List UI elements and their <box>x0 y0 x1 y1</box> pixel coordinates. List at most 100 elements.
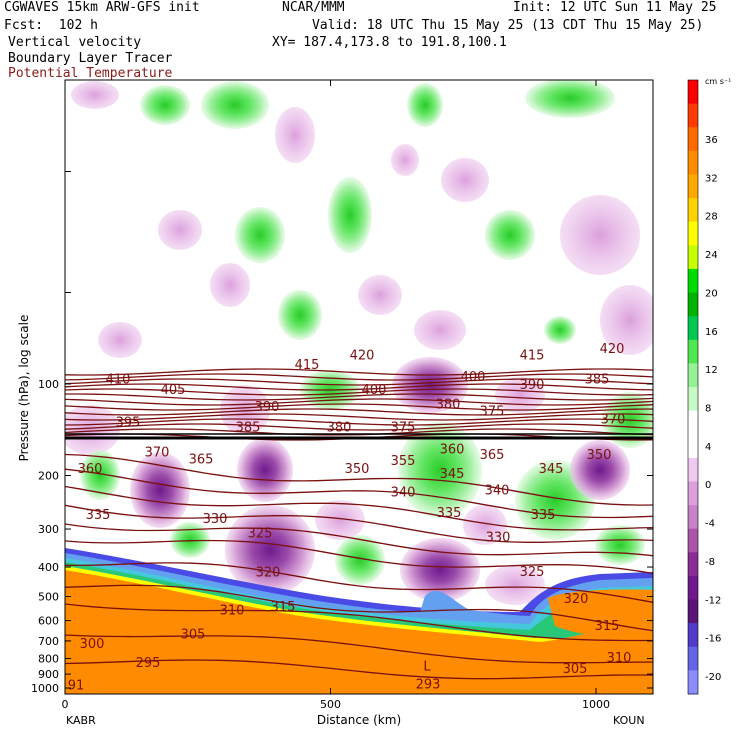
theta-contour <box>65 659 653 680</box>
colorbar-swatch <box>688 387 698 412</box>
colorbar: 36 32 28 24 20 16 12 8 4 0 -4 -8 -12 -16 -20 <box>687 79 721 695</box>
potential-temperature-contours <box>65 368 653 680</box>
y-tick-label: 600 <box>38 615 59 628</box>
y-axis-label: Pressure (hPa), log scale <box>17 315 31 462</box>
theta-label: 310 <box>220 603 245 618</box>
theta-label: 315 <box>595 619 620 634</box>
theta-label: 300 <box>80 637 105 652</box>
y-tick-label: 200 <box>38 470 59 483</box>
theta-label: 293 <box>416 678 441 693</box>
plot-area: 420 415 415 420 410 405 400 400 390 390 385 380 375 3… <box>65 80 653 694</box>
theta-label: 420 <box>600 342 625 357</box>
colorbar-swatch <box>688 575 698 601</box>
colorbar-swatch <box>688 150 698 175</box>
theta-label-layer: 420 415 415 420 410 405 400 400 390 390 385 380 375 3… <box>68 342 632 694</box>
colorbar-tick-label: 32 <box>705 173 718 184</box>
theta-label: 320 <box>256 566 281 581</box>
init-time: Init: 12 UTC Sun 11 May 25 <box>513 0 717 15</box>
theta-contour <box>65 584 653 632</box>
colorbar-tick-label: -12 <box>705 595 721 606</box>
theta-contour <box>65 634 653 664</box>
endpoint-left: KABR <box>66 714 96 727</box>
theta-contour <box>65 468 653 519</box>
theta-label: 365 <box>480 448 505 463</box>
theta-label: 390 <box>255 400 280 415</box>
theta-label: 335 <box>531 508 556 523</box>
colorbar-swatch <box>688 221 698 246</box>
field-vertical-velocity: Vertical velocity <box>8 35 142 50</box>
colorbar-swatch <box>688 457 698 482</box>
theta-label: 315 <box>271 600 296 615</box>
colorbar-swatch <box>688 623 698 648</box>
colorbar-swatch <box>688 316 698 341</box>
annotation-label: 91 <box>68 679 85 694</box>
colorbar-tick-label: 4 <box>705 442 711 453</box>
vertical-velocity-field <box>65 80 653 605</box>
y-tick-label: 800 <box>38 653 59 666</box>
theta-label: 305 <box>181 628 206 643</box>
theta-contour <box>65 453 653 506</box>
theta-label: 385 <box>585 373 610 388</box>
plot-frame <box>64 79 654 695</box>
y-tick-label: 100 <box>38 378 59 391</box>
theta-label: 400 <box>461 370 486 385</box>
colorbar-swatch <box>688 80 698 105</box>
theta-label: 335 <box>437 506 462 521</box>
theta-label: 370 <box>145 446 170 461</box>
y-tick-label: 300 <box>38 523 59 536</box>
colorbar-swatch <box>688 505 698 530</box>
colorbar-tick-label: -16 <box>705 634 721 645</box>
theta-contour <box>65 408 653 416</box>
colorbar-tick-label: -8 <box>705 557 715 568</box>
colorbar-swatch <box>688 646 698 671</box>
theta-label: 380 <box>436 398 461 413</box>
theta-contour <box>65 485 653 531</box>
theta-label: 345 <box>539 462 564 477</box>
colorbar-swatch <box>688 339 698 364</box>
theta-contour <box>65 423 653 431</box>
theta-contour <box>65 603 653 642</box>
colorbar-swatch <box>688 245 698 270</box>
theta-contour <box>65 373 653 381</box>
colorbar-swatch <box>688 363 698 388</box>
colorbar-swatch <box>688 292 698 317</box>
colorbar-tick-label: 8 <box>705 404 711 415</box>
theta-contour <box>65 413 653 421</box>
endpoint-right: KOUN <box>613 714 645 727</box>
colorbar-swatch <box>688 434 698 459</box>
x-tick-label: 0 <box>62 698 69 711</box>
theta-label: 345 <box>440 467 465 482</box>
valid-time: Valid: 18 UTC Thu 15 May 25 (13 CDT Thu … <box>312 18 704 33</box>
colorbar-tick-label: 24 <box>705 250 718 261</box>
x-tick-label: 500 <box>320 698 341 711</box>
annotation-label: L <box>423 659 431 674</box>
theta-label: 355 <box>391 454 416 469</box>
colorbar-swatch <box>688 174 698 199</box>
colorbar-swatch <box>688 410 698 435</box>
y-tick-label: 1000 <box>31 682 59 695</box>
theta-label: 415 <box>295 358 320 373</box>
theta-contour <box>65 403 653 411</box>
colorbar-swatch <box>688 103 698 128</box>
y-tick-label: 700 <box>38 635 59 648</box>
colorbar-unit: cm s⁻¹ <box>705 77 731 86</box>
theta-contour <box>65 383 653 391</box>
theta-label: 365 <box>189 453 214 468</box>
theta-label: 360 <box>78 462 103 477</box>
colorbar-swatch <box>688 481 698 506</box>
colorbar-swatch <box>688 599 698 624</box>
theta-label: 360 <box>440 443 465 458</box>
colorbar-tick-label: 36 <box>705 135 718 146</box>
field-potential-temperature: Potential Temperature <box>8 66 173 81</box>
theta-label: 405 <box>161 383 186 398</box>
colorbar-tick-label: -20 <box>705 672 721 683</box>
x-tick-label: 1000 <box>582 698 610 711</box>
x-axis-label: Distance (km) <box>317 713 401 727</box>
theta-label: 320 <box>564 592 589 607</box>
colorbar-tick-label: 20 <box>705 288 718 299</box>
colorbar-tick-label: 12 <box>705 365 718 376</box>
theta-label: 340 <box>391 486 416 501</box>
theta-label: 400 <box>362 383 387 398</box>
colorbar-tick-label: 0 <box>705 480 711 491</box>
